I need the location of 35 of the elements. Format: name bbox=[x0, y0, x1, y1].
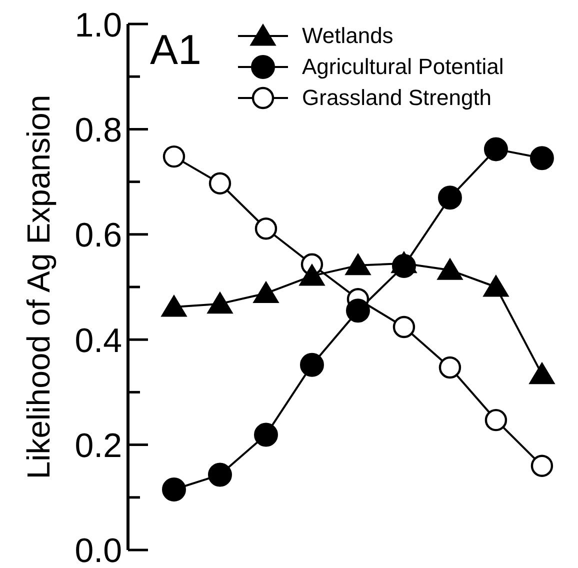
point bbox=[253, 282, 279, 304]
point bbox=[207, 292, 233, 314]
point bbox=[345, 254, 371, 276]
y-tick-label: 1.0 bbox=[74, 6, 122, 44]
point bbox=[438, 186, 462, 210]
point bbox=[530, 454, 554, 477]
point bbox=[529, 362, 555, 384]
point bbox=[346, 298, 370, 323]
point bbox=[208, 462, 232, 487]
point bbox=[208, 172, 232, 194]
point bbox=[438, 356, 462, 379]
y-axis-title: Likelihood of Ag Expansion bbox=[20, 94, 57, 480]
point bbox=[299, 264, 325, 286]
point bbox=[530, 146, 554, 170]
y-tick-label: 0.4 bbox=[74, 322, 122, 360]
y-tick-label: 0.6 bbox=[74, 216, 122, 255]
legend-label: Grassland Strength bbox=[302, 84, 492, 110]
point bbox=[392, 254, 416, 278]
y-tick-label: 0.0 bbox=[74, 532, 122, 568]
annotation: A1 bbox=[150, 26, 202, 74]
y-tick-label: 0.8 bbox=[74, 111, 122, 150]
point bbox=[392, 316, 416, 338]
point bbox=[483, 275, 509, 297]
point bbox=[484, 408, 508, 432]
legend-label: Agricultural Potential bbox=[302, 54, 504, 80]
point bbox=[484, 137, 508, 162]
point bbox=[300, 352, 324, 377]
point bbox=[162, 145, 186, 168]
point bbox=[254, 422, 278, 447]
point bbox=[254, 218, 278, 240]
point bbox=[437, 258, 463, 280]
legend-label: Wetlands bbox=[302, 22, 394, 48]
point bbox=[161, 295, 187, 317]
point bbox=[162, 478, 186, 502]
y-tick-label: 0.2 bbox=[74, 427, 122, 466]
